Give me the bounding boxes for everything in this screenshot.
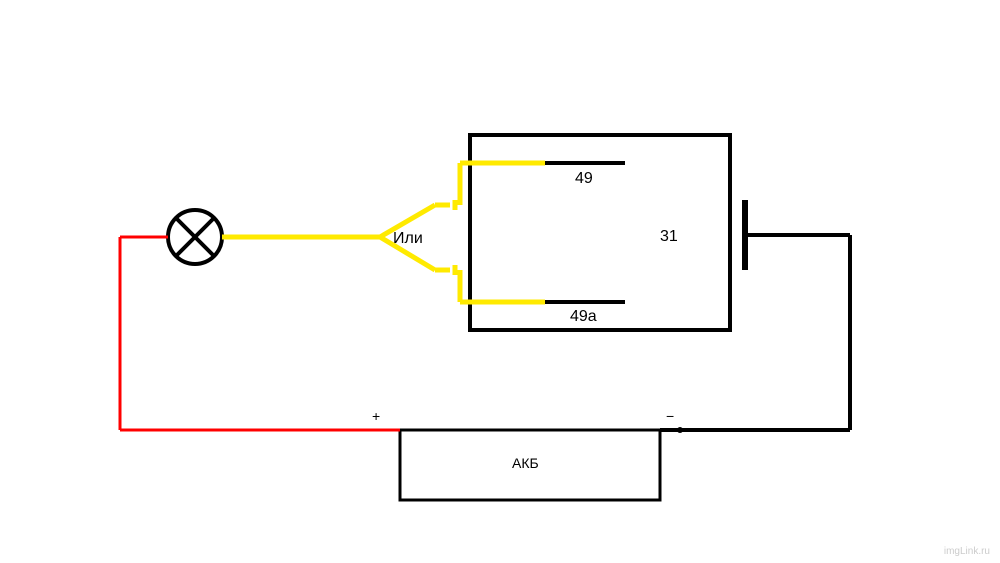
wire-black-junction-dot — [677, 427, 683, 433]
label-battery: АКБ — [512, 455, 539, 471]
label-minus: − — [666, 408, 674, 424]
label-49: 49 — [575, 170, 593, 188]
label-31: 31 — [660, 228, 678, 246]
label-plus: + — [372, 408, 380, 424]
circuit-diagram — [0, 0, 1000, 563]
label-or: Или — [393, 230, 423, 248]
label-49a: 49а — [570, 308, 597, 326]
watermark-text: imgLink.ru — [944, 546, 990, 557]
